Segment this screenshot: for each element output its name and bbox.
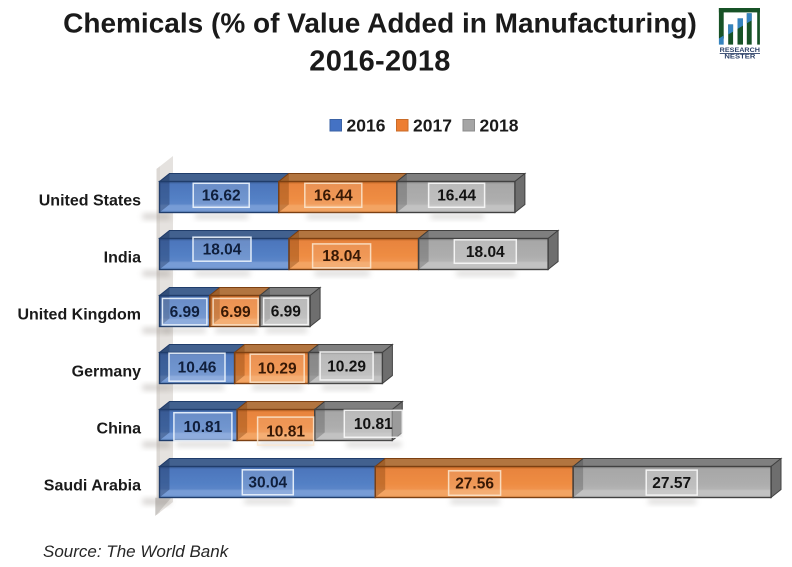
svg-text:China: China: [97, 420, 142, 437]
svg-text:18.04: 18.04: [466, 244, 505, 261]
svg-text:27.57: 27.57: [652, 475, 691, 492]
svg-text:6.99: 6.99: [221, 304, 252, 321]
svg-text:Germany: Germany: [72, 363, 141, 380]
svg-text:NESTER: NESTER: [724, 53, 756, 60]
svg-text:18.04: 18.04: [322, 248, 361, 265]
svg-text:16.44: 16.44: [437, 188, 476, 205]
svg-text:27.56: 27.56: [455, 475, 494, 492]
svg-text:16.44: 16.44: [314, 188, 353, 205]
svg-text:30.04: 30.04: [248, 475, 287, 492]
svg-text:Saudi Arabia: Saudi Arabia: [44, 477, 141, 494]
svg-text:2016-2018: 2016-2018: [309, 45, 450, 77]
svg-text:2017: 2017: [413, 116, 452, 136]
svg-text:10.81: 10.81: [184, 419, 223, 436]
svg-text:10.81: 10.81: [354, 416, 393, 433]
svg-text:10.46: 10.46: [178, 360, 217, 377]
svg-text:6.99: 6.99: [170, 304, 201, 321]
svg-text:Chemicals (% of Value Added in: Chemicals (% of Value Added in Manufactu…: [63, 8, 697, 39]
svg-text:6.99: 6.99: [271, 304, 302, 321]
svg-text:United States: United States: [39, 192, 141, 209]
svg-text:10.81: 10.81: [266, 423, 305, 440]
svg-text:18.04: 18.04: [203, 242, 242, 259]
svg-text:RESEARCH: RESEARCH: [720, 47, 760, 54]
svg-text:India: India: [104, 249, 141, 266]
svg-text:2018: 2018: [480, 116, 519, 136]
svg-text:2016: 2016: [347, 116, 386, 136]
svg-text:10.29: 10.29: [258, 361, 297, 378]
svg-text:10.29: 10.29: [327, 358, 366, 375]
svg-text:United Kingdom: United Kingdom: [17, 306, 141, 323]
svg-text:Source: The World Bank: Source: The World Bank: [43, 542, 230, 561]
svg-text:16.62: 16.62: [202, 188, 241, 205]
